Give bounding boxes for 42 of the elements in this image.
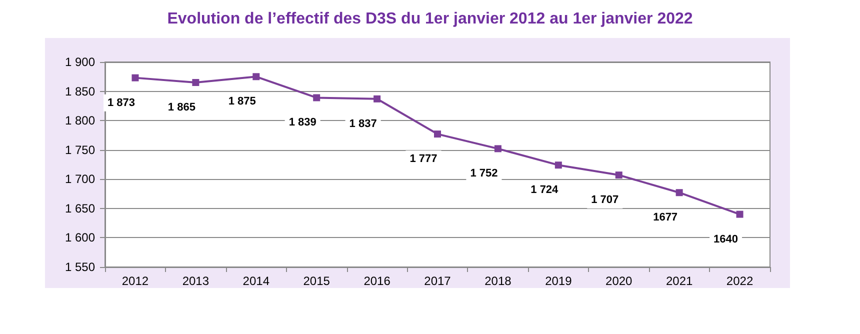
y-tick-label: 1 850 <box>64 84 96 98</box>
x-tick-label: 2019 <box>545 274 572 288</box>
x-tick-label: 2020 <box>606 274 633 288</box>
y-tick-label: 1 800 <box>64 114 96 128</box>
x-tick-label: 2015 <box>303 274 330 288</box>
x-tick-label: 2017 <box>424 274 452 288</box>
data-label: 1 865 <box>168 102 196 114</box>
y-tick-label: 1 900 <box>64 55 96 69</box>
data-label: 1 873 <box>107 96 135 109</box>
x-tick-label: 2016 <box>364 274 391 288</box>
point <box>132 74 139 82</box>
data-label: 1 752 <box>470 168 498 180</box>
x-tick-label: 2012 <box>122 274 149 288</box>
x-tick-label: 2018 <box>484 274 512 288</box>
data-label: 1 707 <box>591 194 619 206</box>
point <box>252 73 260 80</box>
data-label: 1 724 <box>530 184 560 196</box>
data-label: 1 839 <box>288 116 316 129</box>
point <box>676 189 683 196</box>
y-tick-label: 1 550 <box>64 260 96 274</box>
y-tick-label: 1 600 <box>64 230 96 245</box>
data-label: 1677 <box>653 212 678 224</box>
x-tick-label: 2022 <box>726 274 754 288</box>
data-label: 1 777 <box>410 153 438 166</box>
chart-title: Evolution de l’effectif des D3S du 1er janvier 2012 au 1er janvier 2022 <box>167 10 693 28</box>
point <box>615 172 622 179</box>
point <box>374 95 381 102</box>
data-label: 1 875 <box>228 96 256 108</box>
x-tick-label: 2021 <box>666 274 693 288</box>
x-tick-label: 2013 <box>182 274 210 288</box>
point <box>192 79 200 86</box>
point <box>494 145 502 152</box>
point <box>434 130 441 138</box>
y-tick-label: 1 650 <box>64 201 96 216</box>
data-label: 1640 <box>714 233 738 246</box>
point <box>313 94 320 102</box>
point <box>736 210 744 218</box>
x-tick-label: 2014 <box>242 274 270 288</box>
point <box>554 162 562 169</box>
data-label: 1 837 <box>349 118 377 130</box>
y-tick-label: 1 700 <box>64 172 96 186</box>
y-tick-label: 1 750 <box>64 142 96 157</box>
